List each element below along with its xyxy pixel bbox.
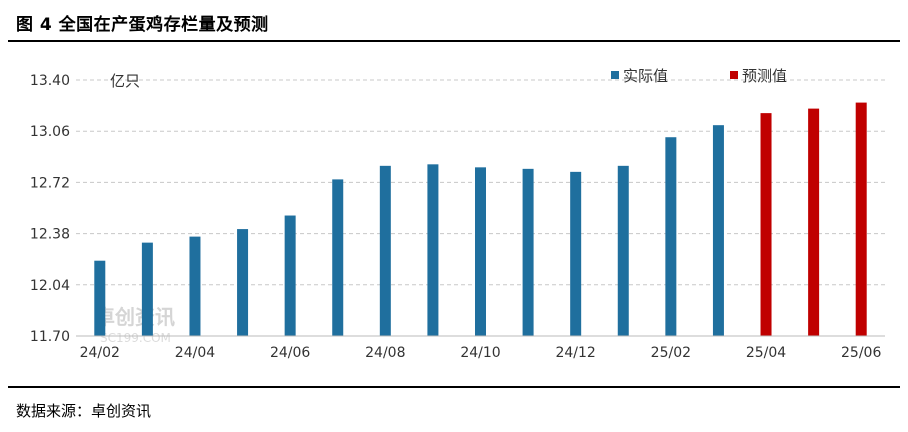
bar — [712, 125, 724, 336]
x-tick-label: 24/04 — [175, 345, 215, 361]
watermark-main: 卓创资讯 — [95, 305, 175, 329]
bar — [379, 165, 391, 336]
y-tick-label: 13.06 — [30, 124, 70, 140]
source-bar: 数据来源：卓创资讯 — [8, 386, 900, 432]
x-tick-label: 25/02 — [651, 345, 691, 361]
bar — [760, 113, 772, 336]
legend-swatch — [730, 71, 738, 79]
x-tick-label: 24/02 — [80, 345, 120, 361]
bar — [855, 102, 867, 337]
x-tick-label: 24/10 — [460, 345, 500, 361]
x-tick-label: 24/06 — [270, 345, 310, 361]
bar — [617, 165, 629, 336]
bar — [332, 179, 344, 336]
y-tick-label: 12.38 — [30, 227, 70, 243]
legend-label: 预测值 — [742, 67, 787, 85]
chart-title: 图 4 全国在产蛋鸡存栏量及预测 — [16, 15, 269, 35]
bar — [284, 215, 296, 336]
bar — [808, 108, 820, 337]
x-tick-label: 25/06 — [841, 345, 881, 361]
bar — [522, 168, 534, 336]
x-tick-label: 24/12 — [555, 345, 595, 361]
bar — [237, 229, 249, 336]
watermark: 卓创资讯 SC199.COM — [95, 305, 175, 345]
x-tick-label: 24/08 — [365, 345, 405, 361]
chart-area: 卓创资讯 SC199.COM 11.70 12.04 12.38 12.72 13.06… — [0, 42, 908, 382]
bar-chart: 卓创资讯 SC199.COM 11.70 12.04 12.38 12.72 13.06… — [30, 67, 885, 361]
gridlines — [76, 79, 885, 286]
legend-label: 实际值 — [623, 67, 668, 85]
bars — [94, 102, 867, 337]
unit-label: 亿只 — [110, 72, 140, 90]
x-axis: 24/02 24/04 24/06 24/08 24/10 24/12 25/02 25/04… — [76, 335, 885, 361]
title-bar: 图 4 全国在产蛋鸡存栏量及预测 — [8, 0, 900, 42]
bar — [475, 167, 486, 336]
bar — [94, 260, 106, 336]
source-label: 数据来源：卓创资讯 — [16, 402, 152, 420]
y-tick-label: 12.04 — [30, 278, 70, 294]
bar — [427, 164, 439, 336]
watermark-sub: SC199.COM — [100, 331, 171, 345]
y-axis: 11.70 12.04 12.38 12.72 13.06 13.40 — [30, 73, 70, 345]
y-tick-label: 12.72 — [30, 175, 70, 191]
x-tick-label: 25/04 — [746, 345, 786, 361]
y-tick-label: 13.40 — [30, 73, 70, 89]
bar — [189, 236, 201, 336]
legend: 实际值 预测值 — [611, 67, 787, 85]
bar — [665, 137, 677, 336]
bar — [570, 171, 582, 336]
legend-swatch — [611, 71, 619, 79]
bar — [141, 242, 153, 336]
y-tick-label: 11.70 — [30, 329, 70, 345]
